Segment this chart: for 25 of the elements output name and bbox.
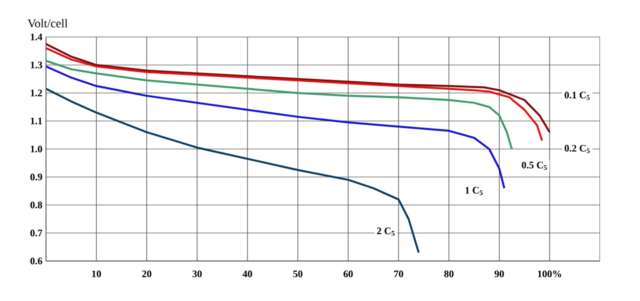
x-tick-label: 60: [344, 270, 353, 278]
x-tick-label: 90: [494, 270, 504, 278]
y-tick-label: 1.1: [30, 118, 42, 124]
annotation: 2 C$_{5}$: [377, 228, 395, 236]
y-tick-label: 1.4: [30, 34, 42, 40]
y-tick-label: 0.8: [30, 202, 42, 208]
x-tick-label: 40: [242, 270, 252, 278]
x-tick-label: 70: [394, 270, 404, 278]
annotation: 0.2 C$_{5}$: [564, 144, 590, 154]
x-tick-label: 100%: [538, 270, 562, 278]
x-tick-label: 50: [293, 270, 302, 278]
y-tick-label: 1.2: [30, 90, 42, 96]
x-tick-label: 30: [192, 270, 202, 278]
y-tick-label: 0.9: [30, 174, 42, 180]
y-tick-label: 0.7: [30, 230, 42, 236]
annotation: 1 C$_{5}$: [466, 186, 483, 196]
x-tick-label: 80: [444, 270, 454, 278]
y-tick-label: 1.3: [30, 62, 42, 68]
y-tick-label: 0.6: [30, 258, 42, 264]
x-tick-label: 20: [142, 270, 152, 278]
y-axis-title: Volt/cell: [28, 19, 68, 28]
y-tick-label: 1.0: [30, 146, 42, 152]
annotation: 0.5 C$_{5}$: [522, 162, 547, 170]
annotation: 0.1 C$_{5}$: [564, 92, 590, 100]
x-tick-label: 10: [92, 270, 101, 278]
